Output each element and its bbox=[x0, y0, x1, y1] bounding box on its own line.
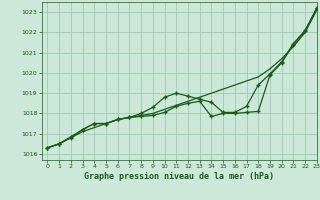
X-axis label: Graphe pression niveau de la mer (hPa): Graphe pression niveau de la mer (hPa) bbox=[84, 172, 274, 181]
